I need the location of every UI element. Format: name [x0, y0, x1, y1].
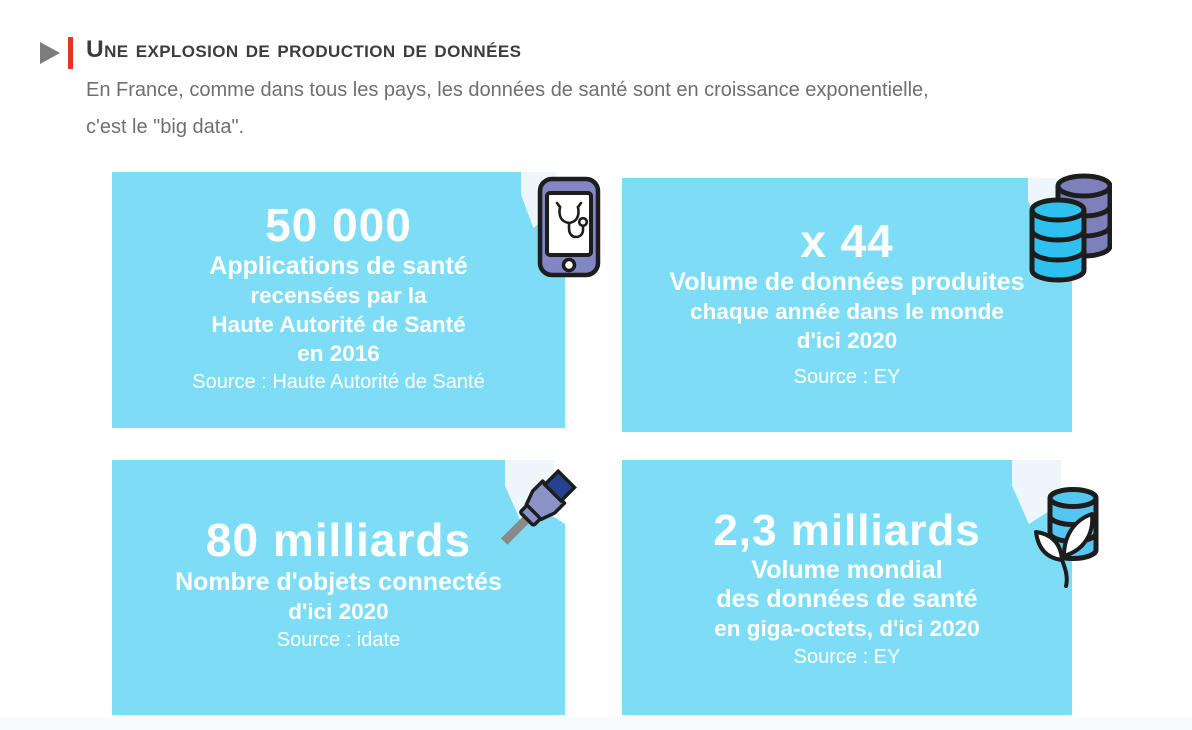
section-title: Une explosion de production de données — [86, 36, 522, 63]
stat-line: Haute Autorité de Santé — [211, 312, 466, 337]
stat-card-health-data-volume: 2,3 milliards Volume mondial des données… — [622, 460, 1099, 715]
stat-value: 80 milliards — [205, 514, 472, 566]
stat-source: Source : Haute Autorité de Santé — [192, 371, 485, 393]
stat-line: Applications de santé — [209, 252, 468, 280]
database-stack-icon — [1029, 173, 1112, 283]
stat-line: Volume mondial — [751, 556, 943, 584]
stat-line: chaque année dans le monde — [690, 299, 1004, 324]
stat-value: 2,3 milliards — [713, 506, 981, 555]
stat-source: Source : EY — [793, 646, 901, 668]
stat-line: en 2016 — [297, 341, 380, 366]
stat-line: d'ici 2020 — [288, 599, 389, 624]
card-background — [622, 460, 1072, 715]
stat-value: 50 000 — [265, 199, 412, 251]
stat-source: Source : idate — [276, 629, 401, 651]
phone-stethoscope-icon — [537, 176, 601, 278]
stat-card-health-apps: 50 000 Applications de santé recensées p… — [112, 172, 601, 428]
play-triangle-icon — [40, 42, 60, 64]
intro-line-2: c'est le "big data". — [86, 116, 245, 138]
footer-strip — [0, 717, 1192, 730]
stat-line: d'ici 2020 — [796, 328, 898, 353]
card-background — [112, 460, 565, 715]
stat-line: en giga-octets, d'ici 2020 — [714, 616, 980, 641]
red-accent-bar — [68, 37, 73, 69]
stat-line: Nombre d'objets connectés — [175, 568, 502, 596]
stat-line: recensées par la — [250, 283, 427, 308]
stat-card-data-volume: x 44 Volume de données produites chaque … — [622, 173, 1112, 432]
stat-source: Source : EY — [793, 366, 901, 388]
stat-line: des données de santé — [716, 585, 978, 613]
card-background — [112, 172, 565, 428]
stat-line: Volume de données produites — [669, 268, 1025, 296]
intro-paragraph: En France, comme dans tous les pays, les… — [86, 72, 929, 146]
intro-line-1: En France, comme dans tous les pays, les… — [86, 79, 929, 101]
stat-card-connected-objects: 80 milliards Nombre d'objets connectés d… — [112, 460, 577, 715]
database-plant-icon — [1034, 487, 1099, 588]
card-background — [622, 178, 1072, 432]
usb-plug-icon — [500, 468, 577, 545]
stat-value: x 44 — [800, 215, 894, 267]
